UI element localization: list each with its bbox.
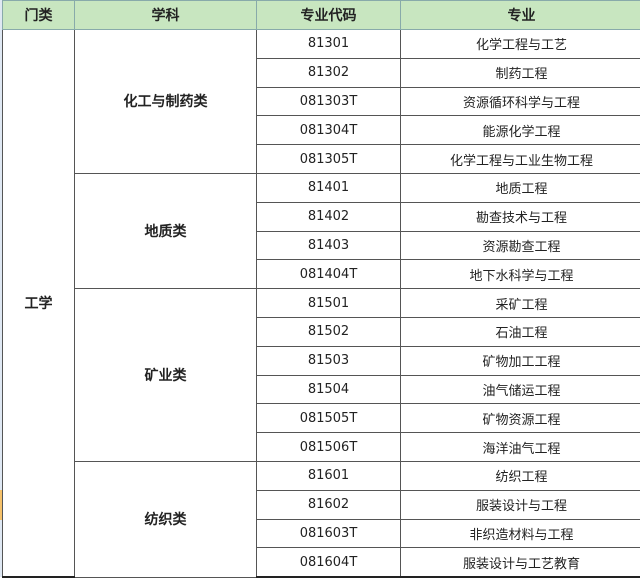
code-cell[interactable]: 081603T <box>257 519 401 548</box>
major-cell[interactable]: 石油工程 <box>401 317 640 346</box>
major-cell[interactable]: 非织造材料与工程 <box>401 519 640 548</box>
code-cell[interactable]: 81504 <box>257 375 401 404</box>
header-row: 门类 学科 专业代码 专业 <box>3 1 640 30</box>
discipline-cell[interactable]: 化工与制药类 <box>75 30 257 174</box>
major-cell[interactable]: 勘查技术与工程 <box>401 202 640 231</box>
header-discipline[interactable]: 学科 <box>75 1 257 30</box>
code-cell[interactable]: 081404T <box>257 260 401 289</box>
major-cell[interactable]: 矿物加工工程 <box>401 346 640 375</box>
header-major[interactable]: 专业 <box>401 1 640 30</box>
major-cell[interactable]: 化学工程与工业生物工程 <box>401 145 640 174</box>
discipline-cell[interactable]: 矿业类 <box>75 289 257 462</box>
major-cell[interactable]: 服装设计与工艺教育 <box>401 548 640 577</box>
code-cell[interactable]: 81601 <box>257 461 401 490</box>
major-cell[interactable]: 地下水科学与工程 <box>401 260 640 289</box>
code-cell[interactable]: 81501 <box>257 289 401 318</box>
code-cell[interactable]: 081506T <box>257 433 401 462</box>
code-cell[interactable]: 081305T <box>257 145 401 174</box>
major-cell[interactable]: 资源循环科学与工程 <box>401 87 640 116</box>
major-cell[interactable]: 制药工程 <box>401 58 640 87</box>
category-cell[interactable]: 工学 <box>3 30 75 578</box>
code-cell[interactable]: 81402 <box>257 202 401 231</box>
code-cell[interactable]: 81503 <box>257 346 401 375</box>
major-cell[interactable]: 海洋油气工程 <box>401 433 640 462</box>
major-cell[interactable]: 纺织工程 <box>401 461 640 490</box>
code-cell[interactable]: 81301 <box>257 30 401 59</box>
code-cell[interactable]: 81403 <box>257 231 401 260</box>
major-cell[interactable]: 矿物资源工程 <box>401 404 640 433</box>
discipline-cell[interactable]: 纺织类 <box>75 461 257 577</box>
code-cell[interactable]: 81502 <box>257 317 401 346</box>
code-cell[interactable]: 81302 <box>257 58 401 87</box>
code-cell[interactable]: 081604T <box>257 548 401 577</box>
header-category[interactable]: 门类 <box>3 1 75 30</box>
major-cell[interactable]: 能源化学工程 <box>401 116 640 145</box>
major-cell[interactable]: 油气储运工程 <box>401 375 640 404</box>
code-cell[interactable]: 81401 <box>257 173 401 202</box>
major-cell[interactable]: 采矿工程 <box>401 289 640 318</box>
code-cell[interactable]: 81602 <box>257 490 401 519</box>
major-cell[interactable]: 地质工程 <box>401 173 640 202</box>
code-cell[interactable]: 081303T <box>257 87 401 116</box>
code-cell[interactable]: 081505T <box>257 404 401 433</box>
header-code[interactable]: 专业代码 <box>257 1 401 30</box>
major-cell[interactable]: 服装设计与工程 <box>401 490 640 519</box>
major-cell[interactable]: 资源勘查工程 <box>401 231 640 260</box>
discipline-cell[interactable]: 地质类 <box>75 173 257 288</box>
code-cell[interactable]: 081304T <box>257 116 401 145</box>
major-cell[interactable]: 化学工程与工艺 <box>401 30 640 59</box>
